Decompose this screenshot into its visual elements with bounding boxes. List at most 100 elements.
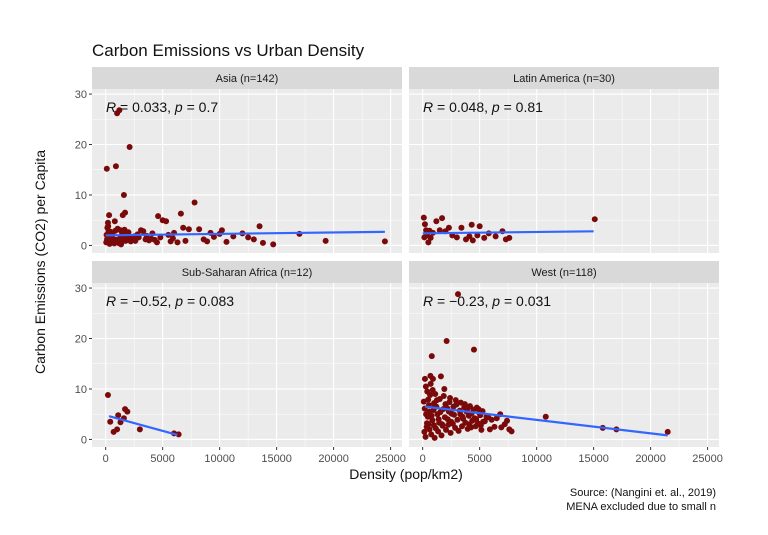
data-point	[508, 428, 515, 435]
data-point	[118, 241, 125, 248]
y-tick-label: 20	[75, 334, 87, 346]
data-point	[462, 419, 469, 426]
data-point	[461, 404, 468, 411]
data-point	[455, 427, 462, 434]
data-point	[107, 418, 114, 425]
data-point	[182, 237, 189, 244]
data-point	[436, 227, 443, 234]
y-tick-label: 30	[75, 283, 87, 295]
strip-1	[409, 67, 719, 89]
data-point	[153, 239, 160, 246]
strip-label-0: Asia (n=142)	[216, 73, 279, 85]
y-tick-label: 20	[75, 140, 87, 152]
data-point	[210, 233, 217, 240]
data-point	[447, 429, 454, 436]
data-point	[664, 428, 671, 435]
data-point	[157, 234, 164, 241]
data-point	[457, 399, 464, 406]
data-point	[163, 218, 170, 225]
data-point	[430, 422, 437, 429]
data-point	[125, 229, 132, 236]
data-point	[445, 421, 452, 428]
x-tick-label: 0	[420, 453, 426, 465]
y-tick-label: 10	[75, 190, 87, 202]
data-point	[427, 392, 434, 399]
data-point	[250, 236, 257, 243]
data-point	[114, 426, 121, 433]
data-point	[420, 214, 427, 221]
data-point	[476, 223, 483, 230]
data-point	[270, 241, 277, 248]
data-point	[493, 415, 500, 422]
data-point	[259, 239, 266, 246]
data-point	[437, 373, 444, 380]
data-point	[504, 417, 511, 424]
data-point	[115, 412, 122, 419]
data-point	[486, 426, 493, 433]
x-axis-label: Density (pop/km2)	[349, 466, 463, 482]
regression-line	[422, 230, 594, 235]
data-point	[473, 404, 480, 411]
data-point	[498, 424, 505, 431]
data-point	[591, 216, 598, 223]
data-point	[470, 346, 477, 353]
data-point	[421, 221, 428, 228]
x-tick-label: 0	[103, 453, 109, 465]
data-point	[245, 234, 252, 241]
data-point	[454, 416, 461, 423]
data-point	[174, 239, 181, 246]
x-tick-label: 15000	[261, 453, 292, 465]
data-point	[481, 418, 488, 425]
data-point	[140, 228, 147, 235]
data-point	[428, 412, 435, 419]
data-point	[218, 227, 225, 234]
data-point	[443, 338, 450, 345]
data-point	[439, 215, 446, 222]
regression-line	[424, 405, 668, 437]
data-point	[471, 415, 478, 422]
data-point	[421, 375, 428, 382]
data-point	[478, 426, 485, 433]
data-point	[474, 232, 481, 239]
data-point	[453, 401, 460, 408]
data-point	[223, 238, 230, 245]
regression-line	[105, 230, 385, 237]
y-axis-label: Carbon Emissions (CO2) per Capita	[32, 150, 48, 374]
stat-label-3: R = −0.23, p = 0.031	[423, 293, 551, 309]
data-point	[431, 434, 438, 441]
data-point	[111, 218, 118, 225]
stat-label-1: R = 0.048, p = 0.81	[423, 99, 543, 115]
data-point	[322, 237, 329, 244]
facet-panels: Asia (n=142) 0 10 20 30 R = 0.033, p = 0.7 Lat…	[75, 67, 723, 465]
x-tick-label: 10000	[521, 453, 552, 465]
strip-label-2: Sub-Saharan Africa (n=12)	[182, 267, 313, 279]
data-point	[435, 428, 442, 435]
caption-source: Source: (Nangini et. al., 2019)	[570, 487, 716, 499]
data-point	[469, 237, 476, 244]
data-point	[542, 413, 549, 420]
data-point	[474, 420, 481, 427]
data-point	[196, 226, 203, 233]
panel-3: West (n=118) 0 5000 10000 15000 20000 25000 R =…	[409, 261, 723, 465]
data-point	[440, 393, 447, 400]
data-point	[114, 225, 121, 232]
data-point	[445, 224, 452, 231]
data-point	[112, 163, 119, 170]
data-point	[492, 233, 499, 240]
stat-label-2: R = −0.52, p = 0.083	[106, 293, 234, 309]
chart-title: Carbon Emissions vs Urban Density	[92, 41, 365, 60]
regression-line	[108, 415, 178, 436]
data-point	[427, 234, 434, 241]
data-point	[104, 392, 111, 399]
data-point	[422, 433, 429, 440]
x-tick-label: 5000	[150, 453, 174, 465]
y-tick-label: 30	[75, 89, 87, 101]
data-point	[465, 412, 472, 419]
data-point	[155, 213, 162, 220]
x-tick-label: 5000	[467, 453, 491, 465]
x-tick-label: 25000	[692, 453, 723, 465]
data-point	[441, 414, 448, 421]
data-point	[468, 221, 475, 228]
data-point	[169, 235, 176, 242]
data-point	[433, 218, 440, 225]
